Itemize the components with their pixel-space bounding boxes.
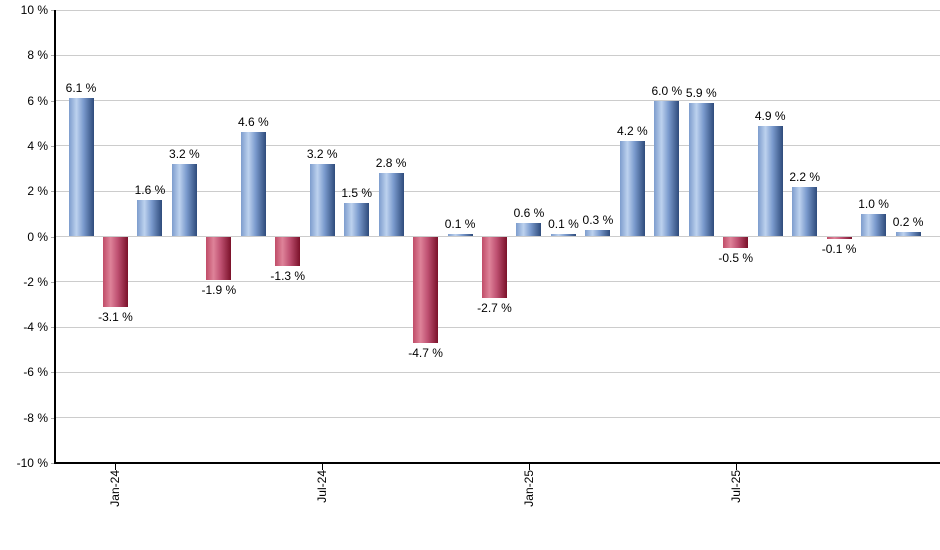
bar-value-label: 3.2 % bbox=[169, 147, 200, 162]
bar-value-label: -3.1 % bbox=[98, 309, 133, 324]
y-axis-tick-mark bbox=[51, 191, 55, 193]
y-axis-tick-mark bbox=[51, 55, 55, 57]
gridline bbox=[55, 145, 940, 147]
bar-positive bbox=[861, 213, 887, 237]
bar-value-label: 4.9 % bbox=[754, 108, 786, 123]
y-axis-tick-label: -4 % bbox=[23, 320, 48, 335]
bar-positive bbox=[309, 164, 335, 237]
gridline bbox=[55, 9, 940, 11]
x-axis-tick-mark bbox=[528, 463, 530, 470]
bar-value-label: 0.1 % bbox=[548, 217, 579, 232]
bar-value-label: -1.9 % bbox=[201, 282, 237, 297]
gridline bbox=[55, 54, 940, 56]
y-axis-tick-label: -2 % bbox=[23, 274, 48, 289]
gridline bbox=[55, 371, 940, 373]
bar-positive bbox=[585, 229, 611, 237]
y-axis-tick-label: 4 % bbox=[27, 138, 48, 153]
bar-positive bbox=[895, 231, 921, 237]
bar-negative bbox=[275, 236, 301, 266]
bar-negative bbox=[826, 236, 852, 239]
x-axis-tick-label: Jan-25 bbox=[521, 470, 536, 507]
bar-value-label: -1.3 % bbox=[270, 268, 306, 283]
bar-positive bbox=[757, 125, 783, 237]
y-axis-tick-label: -6 % bbox=[23, 365, 48, 380]
bar-value-label: 0.1 % bbox=[444, 217, 476, 232]
bar-positive bbox=[137, 200, 163, 237]
bar-value-label: 1.0 % bbox=[858, 196, 889, 211]
y-axis-tick-mark bbox=[51, 10, 55, 11]
y-axis-tick-label: 8 % bbox=[27, 48, 48, 63]
y-axis-tick-mark bbox=[51, 100, 55, 102]
y-axis-tick-mark bbox=[51, 145, 55, 147]
bar-positive bbox=[378, 173, 404, 237]
y-axis-tick-label: 2 % bbox=[27, 184, 48, 199]
bar-negative bbox=[206, 236, 232, 280]
bar-positive bbox=[688, 102, 714, 237]
gridline bbox=[55, 100, 940, 102]
bar-value-label: 1.6 % bbox=[134, 183, 166, 198]
bar-positive bbox=[619, 141, 645, 237]
x-axis-tick-label: Jan-24 bbox=[108, 470, 123, 507]
bar-negative bbox=[102, 236, 128, 307]
bar-value-label: 4.6 % bbox=[237, 115, 269, 130]
bar-value-label: 3.2 % bbox=[306, 147, 338, 162]
y-axis-tick-label: -8 % bbox=[23, 410, 48, 425]
gridline bbox=[55, 190, 940, 192]
x-axis-tick-mark bbox=[115, 463, 117, 470]
y-axis-tick-mark bbox=[51, 463, 55, 464]
bar-positive bbox=[654, 100, 680, 237]
y-axis-tick-mark bbox=[51, 281, 55, 283]
x-axis-tick-label: Jul-24 bbox=[315, 470, 330, 503]
bar-negative bbox=[482, 236, 508, 298]
bar-value-label: 2.2 % bbox=[789, 169, 820, 184]
x-axis-tick-mark bbox=[322, 463, 324, 470]
bar-value-label: 4.2 % bbox=[617, 124, 648, 139]
bar-positive bbox=[344, 202, 370, 237]
bar-value-label: 6.0 % bbox=[651, 83, 683, 98]
bar-negative bbox=[723, 236, 749, 248]
y-axis-tick-label: -10 % bbox=[16, 456, 48, 470]
bar-positive bbox=[550, 234, 576, 237]
x-axis-tick-mark bbox=[735, 463, 737, 470]
bar-value-label: -0.5 % bbox=[718, 250, 754, 265]
y-axis-tick-mark bbox=[51, 236, 55, 238]
y-axis-tick-label: 6 % bbox=[27, 93, 48, 108]
y-axis-line bbox=[54, 10, 56, 464]
gridline bbox=[55, 326, 940, 328]
bar-positive bbox=[447, 234, 473, 237]
bar-value-label: 0.3 % bbox=[582, 212, 614, 227]
y-axis-tick-label: 0 % bbox=[27, 229, 48, 244]
bar-positive bbox=[516, 222, 542, 237]
bar-value-label: 0.2 % bbox=[892, 214, 924, 229]
x-axis-line bbox=[54, 462, 940, 464]
bar-value-label: 2.8 % bbox=[375, 156, 407, 171]
bar-value-label: 1.5 % bbox=[341, 185, 373, 200]
y-axis-tick-mark bbox=[51, 372, 55, 374]
bar-value-label: 0.6 % bbox=[513, 205, 545, 220]
y-axis-tick-label: 10 % bbox=[20, 3, 48, 17]
bar-value-label: 6.1 % bbox=[65, 81, 97, 96]
bar-positive bbox=[792, 186, 818, 237]
bar-positive bbox=[68, 98, 94, 237]
bar-positive bbox=[171, 164, 197, 237]
bar-positive bbox=[240, 132, 266, 237]
y-axis-tick-mark bbox=[51, 327, 55, 329]
bar-value-label: -0.1 % bbox=[821, 241, 857, 256]
bar-value-label: -2.7 % bbox=[477, 300, 512, 315]
x-axis-tick-label: Jul-25 bbox=[728, 470, 743, 503]
bar-negative bbox=[413, 236, 439, 343]
gridline bbox=[55, 417, 940, 419]
y-axis-tick-mark bbox=[51, 417, 55, 419]
bar-value-label: -4.7 % bbox=[408, 345, 443, 360]
bar-value-label: 5.9 % bbox=[685, 85, 717, 100]
